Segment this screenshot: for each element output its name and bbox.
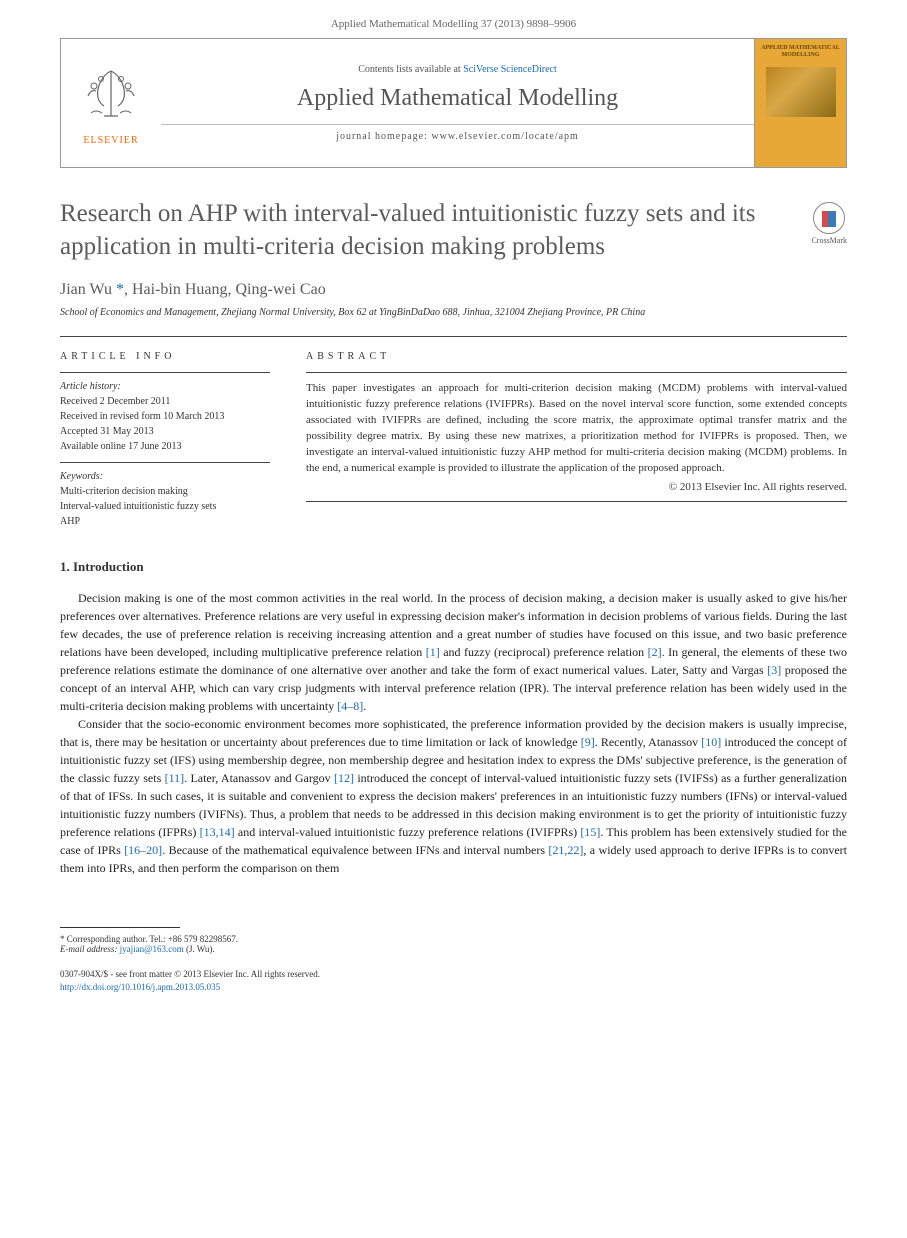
article-title: Research on AHP with interval-valued int… [60, 198, 791, 263]
corresponding-author-link[interactable]: * [112, 281, 124, 298]
running-head: Applied Mathematical Modelling 37 (2013)… [0, 0, 907, 38]
divider [60, 336, 847, 337]
elsevier-tree-icon [76, 61, 146, 131]
citation-link[interactable]: [1] [426, 645, 440, 659]
citation-link[interactable]: [12] [334, 771, 354, 785]
authors-line: Jian Wu *, Hai-bin Huang, Qing-wei Cao [60, 281, 847, 299]
citation-link[interactable]: [3] [767, 663, 781, 677]
doi-link[interactable]: http://dx.doi.org/10.1016/j.apm.2013.05.… [60, 982, 220, 992]
divider [306, 372, 847, 373]
footnote-rule [60, 927, 180, 928]
text-run: . Later, Atanassov and Gargov [184, 771, 334, 785]
email-label: E-mail address: [60, 944, 120, 954]
keywords-heading: Keywords: [60, 471, 270, 482]
divider [306, 501, 847, 502]
citation-link[interactable]: [15] [580, 825, 600, 839]
divider [60, 462, 270, 463]
received-date: Received 2 December 2011 [60, 394, 270, 409]
article-info-column: ARTICLE INFO Article history: Received 2… [60, 351, 270, 529]
contents-available-line: Contents lists available at SciVerse Sci… [358, 64, 557, 75]
email-line: E-mail address: jyajian@163.com (J. Wu). [60, 944, 847, 954]
revised-date: Received in revised form 10 March 2013 [60, 409, 270, 424]
keyword: Multi-criterion decision making [60, 484, 270, 499]
homepage-url: www.elsevier.com/locate/apm [431, 131, 578, 142]
crossmark-icon [813, 202, 845, 234]
citation-link[interactable]: [16–20] [124, 843, 162, 857]
corresponding-author-note: * Corresponding author. Tel.: +86 579 82… [60, 934, 847, 944]
online-date: Available online 17 June 2013 [60, 439, 270, 454]
citation-link[interactable]: [13,14] [200, 825, 235, 839]
journal-homepage-line: journal homepage: www.elsevier.com/locat… [161, 124, 754, 142]
citation-link[interactable]: [2] [648, 645, 662, 659]
crossmark-badge[interactable]: CrossMark [811, 198, 847, 245]
abstract-text: This paper investigates an approach for … [306, 381, 847, 477]
divider [60, 372, 270, 373]
section-heading-introduction: 1. Introduction [60, 559, 847, 575]
cover-image [766, 67, 836, 117]
email-link[interactable]: jyajian@163.com [120, 944, 184, 954]
authors-rest: , Hai-bin Huang, Qing-wei Cao [124, 281, 326, 298]
abstract-column: ABSTRACT This paper investigates an appr… [306, 351, 847, 529]
author-primary: Jian Wu [60, 281, 112, 298]
history-heading: Article history: [60, 381, 270, 392]
accepted-date: Accepted 31 May 2013 [60, 424, 270, 439]
keyword: AHP [60, 514, 270, 529]
journal-name: Applied Mathematical Modelling [297, 85, 618, 112]
intro-paragraph-2: Consider that the socio-economic environ… [60, 715, 847, 877]
citation-link[interactable]: [21,22] [548, 843, 583, 857]
sciencedirect-link[interactable]: SciVerse ScienceDirect [463, 64, 557, 75]
contents-prefix: Contents lists available at [358, 64, 463, 75]
abstract-label: ABSTRACT [306, 351, 847, 362]
email-suffix: (J. Wu). [184, 944, 215, 954]
publisher-name: ELSEVIER [83, 135, 138, 146]
text-run: . Recently, Atanassov [595, 735, 702, 749]
page-footer: * Corresponding author. Tel.: +86 579 82… [60, 927, 847, 993]
affiliation: School of Economics and Management, Zhej… [60, 307, 847, 318]
text-run: and interval-valued intuitionistic fuzzy… [235, 825, 581, 839]
journal-masthead: ELSEVIER Contents lists available at Sci… [60, 38, 847, 168]
citation-link[interactable]: [9] [581, 735, 595, 749]
issn-copyright: 0307-904X/$ - see front matter © 2013 El… [60, 968, 847, 981]
text-run: . [363, 699, 366, 713]
copyright-line: © 2013 Elsevier Inc. All rights reserved… [306, 481, 847, 493]
journal-cover-thumb: APPLIED MATHEMATICAL MODELLING [754, 39, 846, 167]
text-run: and fuzzy (reciprocal) preference relati… [440, 645, 648, 659]
keyword: Interval-valued intuitionistic fuzzy set… [60, 499, 270, 514]
homepage-prefix: journal homepage: [336, 131, 431, 142]
masthead-center: Contents lists available at SciVerse Sci… [161, 39, 754, 167]
citation-link[interactable]: [11] [165, 771, 185, 785]
text-run: . Because of the mathematical equivalenc… [162, 843, 548, 857]
citation-link[interactable]: [10] [701, 735, 721, 749]
intro-paragraph-1: Decision making is one of the most commo… [60, 589, 847, 715]
crossmark-label: CrossMark [811, 236, 847, 245]
article-info-label: ARTICLE INFO [60, 351, 270, 362]
citation-link[interactable]: [4–8] [337, 699, 363, 713]
cover-title: APPLIED MATHEMATICAL MODELLING [759, 45, 842, 59]
publisher-logo-box: ELSEVIER [61, 39, 161, 167]
